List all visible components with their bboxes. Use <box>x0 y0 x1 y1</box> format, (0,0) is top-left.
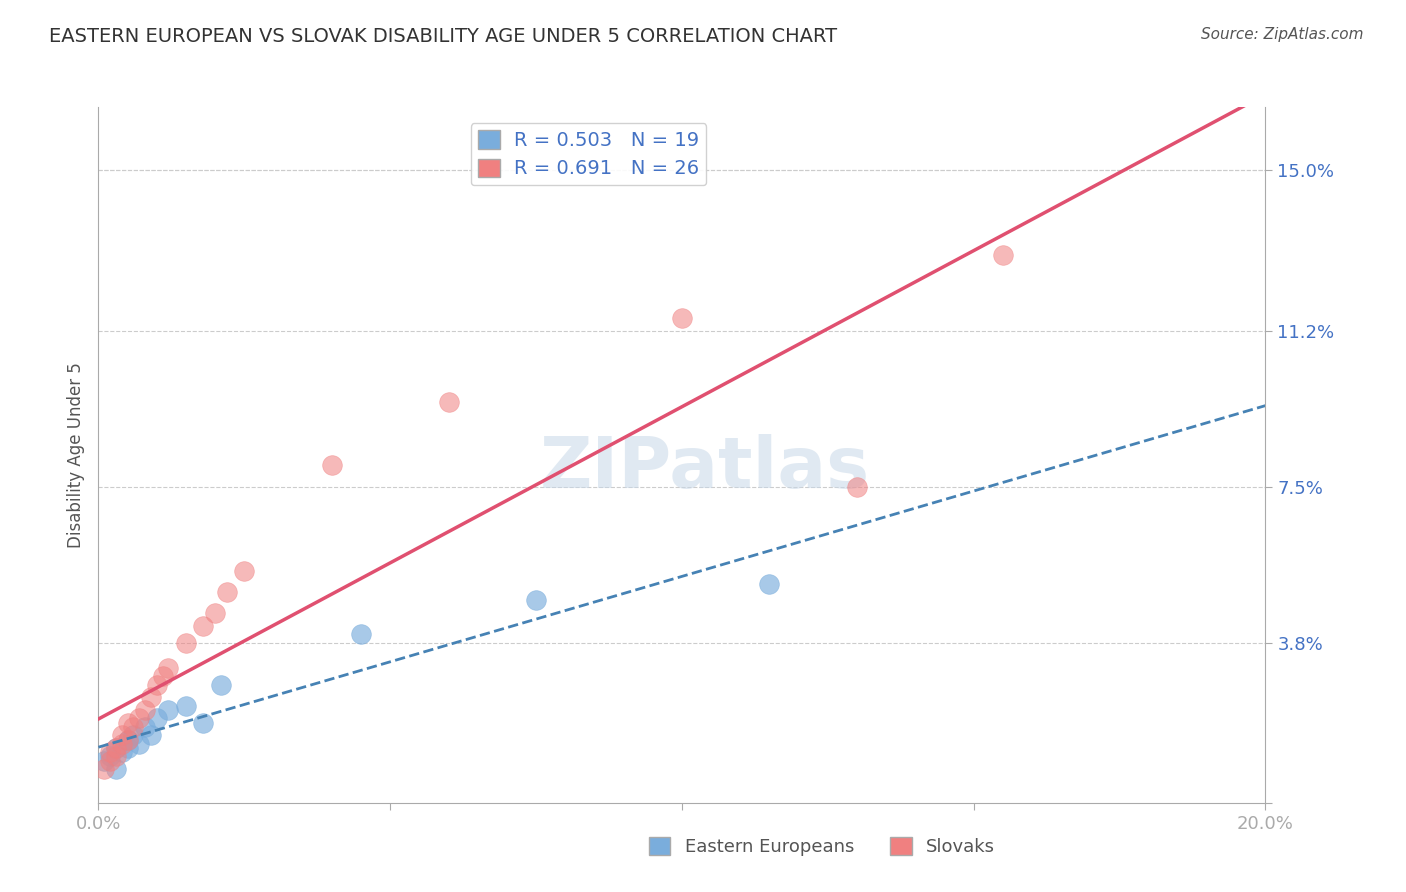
Point <box>193 715 215 730</box>
Point <box>437 395 460 409</box>
Point <box>111 745 134 759</box>
Point <box>671 310 693 325</box>
Point <box>152 669 174 683</box>
Point <box>758 576 780 591</box>
Point <box>845 479 868 493</box>
Point <box>215 585 238 599</box>
Point <box>139 728 162 742</box>
Point <box>93 754 115 768</box>
Point <box>93 762 115 776</box>
Y-axis label: Disability Age Under 5: Disability Age Under 5 <box>66 362 84 548</box>
Point <box>157 661 180 675</box>
Point <box>209 678 232 692</box>
Point <box>524 593 547 607</box>
Point <box>98 745 121 759</box>
Point <box>104 762 127 776</box>
Point <box>134 703 156 717</box>
Point <box>139 690 162 705</box>
Legend: Eastern Europeans, Slovaks: Eastern Europeans, Slovaks <box>641 830 1002 863</box>
Point <box>104 741 127 756</box>
Point <box>350 627 373 641</box>
Point <box>174 635 197 649</box>
Point <box>98 749 121 764</box>
Point <box>117 741 139 756</box>
Point <box>117 732 139 747</box>
Point <box>122 720 145 734</box>
Point <box>146 711 169 725</box>
Point <box>98 754 121 768</box>
Point <box>193 618 215 632</box>
Point <box>104 749 127 764</box>
Point <box>134 720 156 734</box>
Point <box>128 737 150 751</box>
Point <box>174 698 197 713</box>
Point <box>111 728 134 742</box>
Point <box>122 728 145 742</box>
Text: ZIPatlas: ZIPatlas <box>540 434 870 503</box>
Point <box>117 732 139 747</box>
Point <box>111 737 134 751</box>
Point <box>991 247 1014 261</box>
Point <box>233 564 256 578</box>
Text: EASTERN EUROPEAN VS SLOVAK DISABILITY AGE UNDER 5 CORRELATION CHART: EASTERN EUROPEAN VS SLOVAK DISABILITY AG… <box>49 27 838 45</box>
Point <box>128 711 150 725</box>
Point <box>117 715 139 730</box>
Text: Source: ZipAtlas.com: Source: ZipAtlas.com <box>1201 27 1364 42</box>
Point <box>204 606 226 620</box>
Point <box>321 458 343 473</box>
Point <box>146 678 169 692</box>
Point <box>104 741 127 756</box>
Point <box>157 703 180 717</box>
